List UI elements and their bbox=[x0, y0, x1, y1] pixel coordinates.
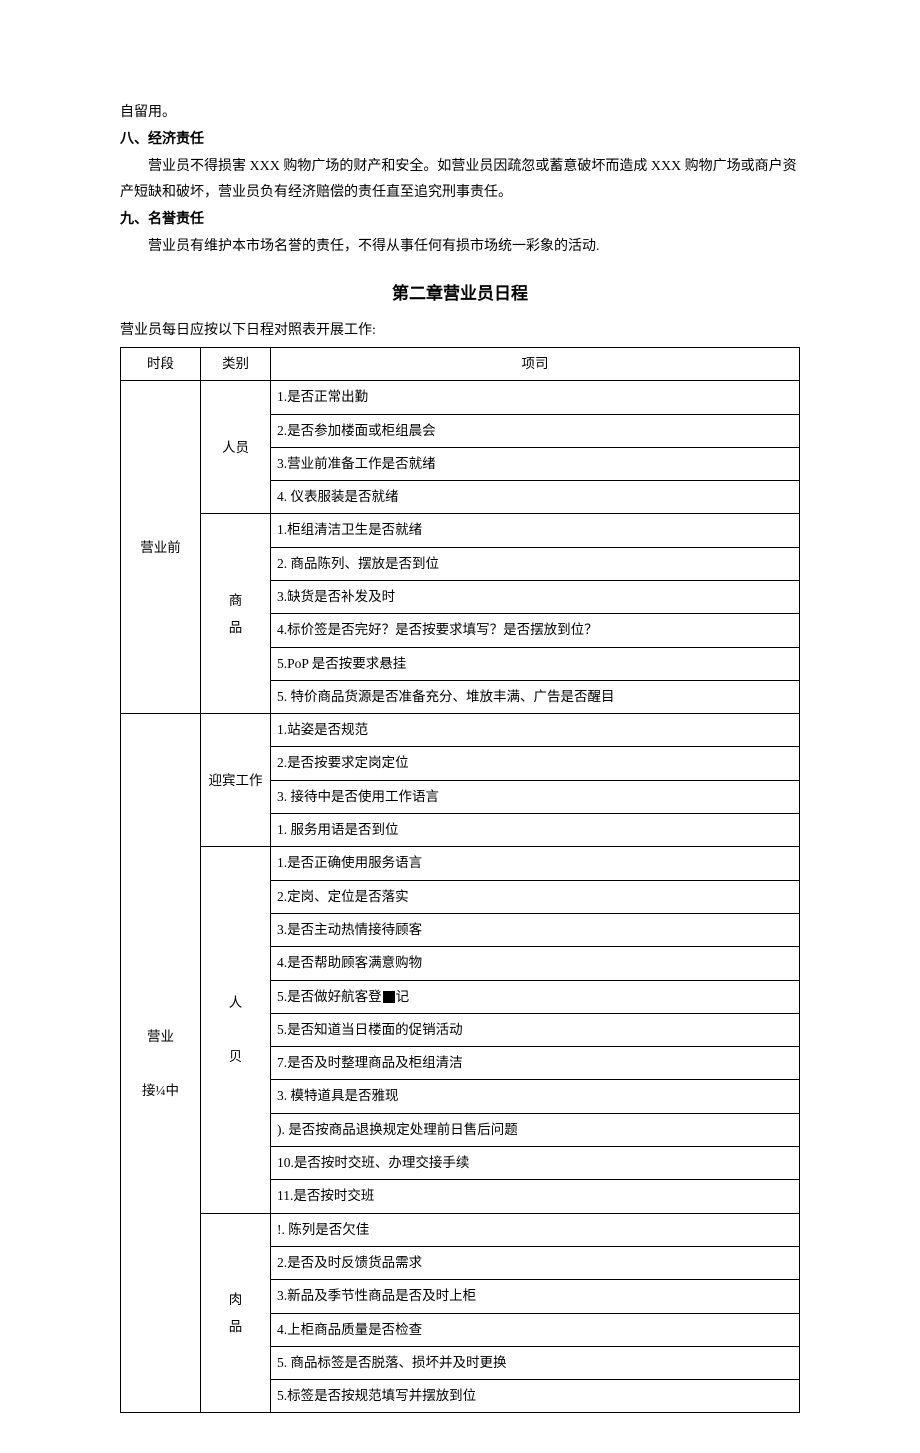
table-row: 商品1.柜组清洁卫生是否就绪 bbox=[121, 514, 800, 547]
item-cell: 1.是否正确使用服务语言 bbox=[271, 847, 800, 880]
item-cell: 7.是否及时整理商品及柜组清洁 bbox=[271, 1047, 800, 1080]
item-cell: 5. 特价商品货源是否准备充分、堆放丰满、广告是否醒目 bbox=[271, 680, 800, 713]
period-cell: 营业前 bbox=[121, 381, 201, 714]
item-cell: 4.是否帮助顾客满意购物 bbox=[271, 947, 800, 980]
category-cell: 肉品 bbox=[201, 1213, 271, 1413]
item-cell: 2.是否及时反馈货品需求 bbox=[271, 1246, 800, 1279]
item-cell: 10.是否按时交班、办理交接手续 bbox=[271, 1147, 800, 1180]
category-cell: 迎宾工作 bbox=[201, 714, 271, 847]
chapter-title: 第二章营业员日程 bbox=[120, 279, 800, 310]
intro-line: 自留用。 bbox=[120, 100, 800, 125]
table-row: 肉品!. 陈列是否欠佳 bbox=[121, 1213, 800, 1246]
item-cell: 2.是否按要求定岗定位 bbox=[271, 747, 800, 780]
section-body-9: 营业员有维护本市场名誉的责任，不得从事任何有损市场统一彩象的活动. bbox=[120, 234, 800, 259]
item-cell: 3.缺货是否补发及时 bbox=[271, 580, 800, 613]
category-cell: 人 贝 bbox=[201, 847, 271, 1213]
col-header-item: 项司 bbox=[271, 347, 800, 380]
col-header-category: 类别 bbox=[201, 347, 271, 380]
period-cell: 营业 接¼中 bbox=[121, 714, 201, 1413]
category-cell: 商品 bbox=[201, 514, 271, 714]
item-cell: 4.标价签是否完好？是否按要求填写？是否摆放到位？ bbox=[271, 614, 800, 647]
item-cell: 2. 商品陈列、摆放是否到位 bbox=[271, 547, 800, 580]
item-cell: 3.是否主动热情接待顾客 bbox=[271, 913, 800, 946]
item-cell: 4.上柜商品质量是否检查 bbox=[271, 1313, 800, 1346]
item-cell: 5.是否做好航客登记 bbox=[271, 980, 800, 1013]
item-cell: !. 陈列是否欠佳 bbox=[271, 1213, 800, 1246]
table-row: 人 贝1.是否正确使用服务语言 bbox=[121, 847, 800, 880]
section-body-8: 营业员不得损害 XXX 购物广场的财产和安全。如营业员因疏忽或蓄意破坏而造成 X… bbox=[120, 154, 800, 204]
item-cell: 3.新品及季节性商品是否及时上柜 bbox=[271, 1280, 800, 1313]
category-cell: 人员 bbox=[201, 381, 271, 514]
item-cell: 2.是否参加楼面或柜组晨会 bbox=[271, 414, 800, 447]
table-row: 营业 接¼中迎宾工作1.站姿是否规范 bbox=[121, 714, 800, 747]
item-cell: 3.营业前准备工作是否就绪 bbox=[271, 447, 800, 480]
item-cell: 1.站姿是否规范 bbox=[271, 714, 800, 747]
col-header-period: 时段 bbox=[121, 347, 201, 380]
item-cell: 5.标签是否按规范填写并摆放到位 bbox=[271, 1380, 800, 1413]
item-cell: ). 是否按商品退换规定处理前日售后问题 bbox=[271, 1113, 800, 1146]
item-cell: 3. 接待中是否使用工作语言 bbox=[271, 780, 800, 813]
item-cell: 1.是否正常出勤 bbox=[271, 381, 800, 414]
schedule-table: 时段 类别 项司 营业前人员1.是否正常出勤2.是否参加楼面或柜组晨会3.营业前… bbox=[120, 347, 800, 1414]
item-cell: 1.柜组清洁卫生是否就绪 bbox=[271, 514, 800, 547]
redaction-box bbox=[383, 991, 395, 1003]
table-row: 营业前人员1.是否正常出勤 bbox=[121, 381, 800, 414]
item-cell: 5.是否知道当日楼面的促销活动 bbox=[271, 1013, 800, 1046]
item-cell: 3. 模特道具是否雅现 bbox=[271, 1080, 800, 1113]
item-cell: 5. 商品标签是否脱落、损坏并及时更换 bbox=[271, 1346, 800, 1379]
section-heading-8: 八、经济责任 bbox=[120, 127, 800, 152]
item-cell: 4. 仪表服装是否就绪 bbox=[271, 481, 800, 514]
table-intro: 营业员每日应按以下日程对照表开展工作: bbox=[120, 318, 800, 343]
item-cell: 1. 服务用语是否到位 bbox=[271, 814, 800, 847]
section-heading-9: 九、名誉责任 bbox=[120, 207, 800, 232]
item-cell: 5.PoP 是否按要求悬挂 bbox=[271, 647, 800, 680]
item-cell: 2.定岗、定位是否落实 bbox=[271, 880, 800, 913]
item-cell: 11.是否按时交班 bbox=[271, 1180, 800, 1213]
